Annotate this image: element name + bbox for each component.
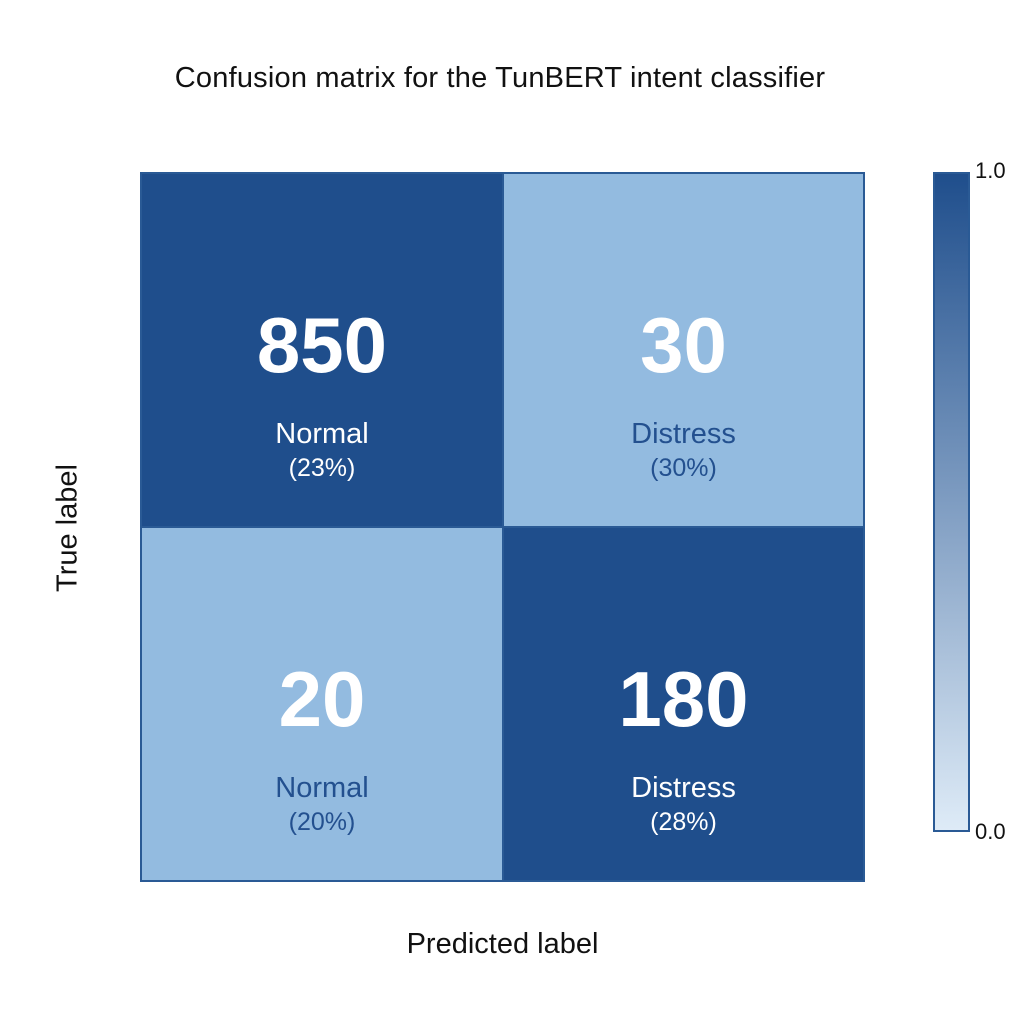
- y-axis-label: True label: [51, 464, 84, 592]
- cell-class-label: Distress: [631, 772, 736, 804]
- colorbar-max-label: 1.0: [975, 158, 1006, 183]
- colorbar: [933, 172, 970, 832]
- cell-percent: (20%): [288, 808, 356, 836]
- cell-class-label: Distress: [631, 418, 736, 450]
- cell-class-label: Normal: [275, 772, 369, 804]
- matrix-cell-0-0: 850 Normal (23%): [141, 173, 503, 527]
- cell-percent: (30%): [650, 454, 717, 482]
- matrix-cell-1-0: 20 Normal (20%): [141, 527, 503, 881]
- cell-count: 30: [640, 301, 727, 389]
- matrix-cell-1-1: 180 Distress (28%): [503, 527, 864, 881]
- cell-class-label: Normal: [275, 418, 369, 450]
- cell-percent: (23%): [288, 454, 356, 482]
- chart-title: Confusion matrix for the TunBERT intent …: [174, 62, 826, 94]
- cell-count: 20: [278, 655, 366, 743]
- x-axis-label: Predicted label: [406, 928, 599, 960]
- cell-count: 850: [256, 301, 388, 389]
- matrix-cell-0-1: 30 Distress (30%): [503, 173, 864, 527]
- cell-percent: (28%): [650, 808, 717, 836]
- cell-count: 180: [618, 655, 749, 743]
- colorbar-min-label: 0.0: [975, 819, 1006, 844]
- confusion-matrix: 850 Normal (23%) 30 Distress (30%) 20 No…: [140, 172, 865, 882]
